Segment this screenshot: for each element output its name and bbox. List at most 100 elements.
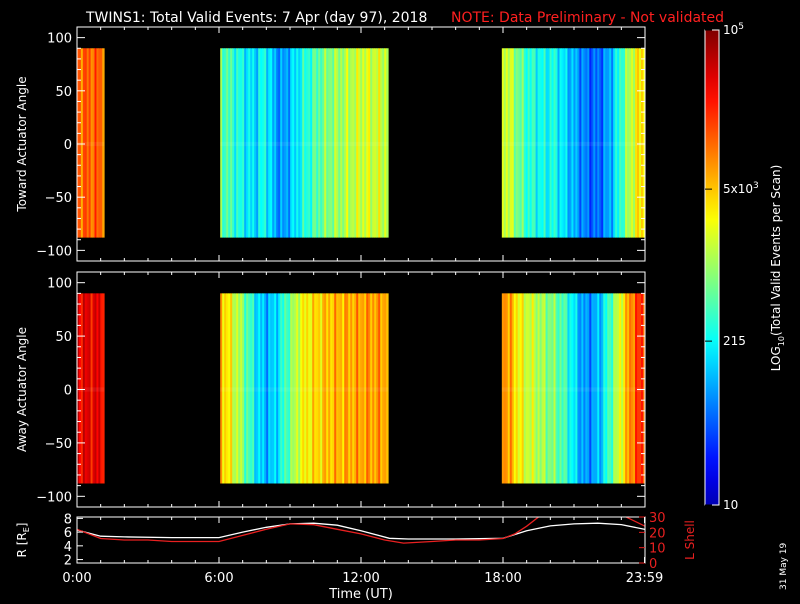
- heatmap-cell-column: [374, 293, 377, 484]
- heatmap-cell-column: [563, 293, 566, 484]
- heatmap-cell-column: [318, 48, 321, 238]
- heatmap-cell-column: [635, 48, 638, 238]
- heatmap-cell-column: [587, 48, 590, 238]
- heatmap-cell-column: [316, 48, 319, 238]
- heatmap-cell-column: [643, 293, 646, 484]
- heatmap-cell-column: [332, 293, 335, 484]
- heatmap-cell-column: [519, 48, 523, 238]
- heatmap-cell-column: [248, 293, 251, 484]
- away-heatmap-panel: 100 50 0 −50 −100 Away Actuator Angle: [15, 271, 646, 508]
- heatmap-cell-column: [77, 293, 80, 484]
- heatmap-cell-column: [274, 48, 277, 238]
- heatmap-cell-column: [527, 293, 531, 484]
- heatmap-cell-column: [98, 48, 101, 238]
- heatmap-cell-column: [637, 48, 640, 238]
- y-axis-label: Toward Actuator Angle: [15, 76, 29, 212]
- heatmap-cell-column: [565, 293, 568, 484]
- heatmap-cell-column: [254, 48, 257, 238]
- heatmap-cell-column: [575, 48, 578, 238]
- heatmap-cell-column: [617, 48, 620, 238]
- heatmap-cell-column: [264, 48, 267, 238]
- heatmap-cell-column: [567, 293, 570, 484]
- heatmap-cell-column: [294, 48, 297, 238]
- heatmap-cell-column: [222, 48, 225, 238]
- heatmap-cell-column: [354, 48, 357, 238]
- y-tick-label: −50: [45, 191, 72, 206]
- heatmap-cell-column: [244, 293, 247, 484]
- heatmap-cell-column: [98, 293, 101, 484]
- heatmap-cell-column: [316, 293, 319, 484]
- heatmap-cell-column: [290, 293, 293, 484]
- heatmap-cell-column: [268, 293, 271, 484]
- heatmap-cell-column: [625, 48, 628, 238]
- heatmap-cell-column: [509, 293, 513, 484]
- heatmap-cell-column: [569, 293, 572, 484]
- heatmap-cell-column: [258, 48, 261, 238]
- heatmap-cell-column: [312, 293, 315, 484]
- heatmap-cell-column: [358, 293, 361, 484]
- heatmap-cell-column: [533, 293, 537, 484]
- colorbar-tick-label: 105: [723, 22, 744, 37]
- heatmap-cell-column: [286, 48, 289, 238]
- heatmap-cell-column: [555, 293, 558, 484]
- left-y-tick-label: 2: [64, 554, 72, 569]
- x-tick-label: 18:00: [484, 571, 521, 586]
- heatmap-cell-column: [595, 293, 598, 484]
- heatmap-cell-column: [577, 48, 580, 238]
- heatmap-cell-column: [358, 48, 361, 238]
- heatmap-cell-column: [320, 48, 323, 238]
- heatmap-cell-column: [629, 48, 632, 238]
- heatmap-cell-column: [583, 293, 586, 484]
- heatmap-cell-column: [366, 48, 369, 238]
- heatmap-cell-column: [346, 48, 349, 238]
- heatmap-cell-column: [284, 293, 287, 484]
- heatmap-cell-column: [250, 293, 253, 484]
- colorbar-ramp: [705, 30, 719, 505]
- heatmap-cell-column: [557, 48, 560, 238]
- heatmap-cell-column: [230, 293, 233, 484]
- heatmap-cell-column: [268, 48, 271, 238]
- heatmap-equator-band: [501, 387, 645, 392]
- heatmap-cell-column: [589, 293, 592, 484]
- heatmap-cell-column: [511, 48, 515, 238]
- heatmap-cell-column: [304, 48, 307, 238]
- heatmap-cell-column: [603, 293, 606, 484]
- heatmap-cell-column: [523, 293, 527, 484]
- heatmap-cell-column: [513, 48, 517, 238]
- heatmap-cell-column: [322, 48, 325, 238]
- heatmap-cell-column: [270, 293, 273, 484]
- left-y-tick-label: 6: [64, 526, 72, 541]
- heatmap-cell-column: [324, 48, 327, 238]
- heatmap-cell-column: [583, 48, 586, 238]
- heatmap-cell-column: [356, 293, 359, 484]
- heatmap-cell-column: [368, 48, 371, 238]
- heatmap-cell-column: [102, 48, 105, 238]
- heatmap-cell-column: [260, 293, 263, 484]
- heatmap-cell-column: [336, 293, 339, 484]
- heatmap-cell-column: [350, 293, 353, 484]
- heatmap-cell-column: [525, 293, 529, 484]
- heatmap-cell-column: [370, 48, 373, 238]
- heatmap-cell-column: [549, 293, 552, 484]
- heatmap-cell-column: [292, 293, 295, 484]
- heatmap-cell-column: [376, 48, 379, 238]
- heatmap-cell-column: [368, 293, 371, 484]
- heatmap-cell-column: [364, 293, 367, 484]
- heatmap-cell-column: [521, 293, 525, 484]
- heatmap-cell-column: [252, 48, 255, 238]
- heatmap-cell-column: [549, 48, 552, 238]
- heatmap-cell-column: [96, 48, 99, 238]
- heatmap-cell-column: [519, 293, 523, 484]
- heatmap-cell-column: [304, 293, 307, 484]
- heatmap-cell-column: [276, 293, 279, 484]
- heatmap-cell-column: [563, 48, 566, 238]
- y-tick-label: 100: [47, 277, 72, 292]
- heatmap-cell-column: [561, 48, 564, 238]
- figure-title: TWINS1: Total Valid Events: 7 Apr (day 9…: [85, 10, 427, 26]
- heatmap-cell-column: [352, 48, 355, 238]
- heatmap-cell-column: [292, 48, 295, 238]
- heatmap-cell-column: [615, 293, 618, 484]
- heatmap-cell-column: [308, 293, 311, 484]
